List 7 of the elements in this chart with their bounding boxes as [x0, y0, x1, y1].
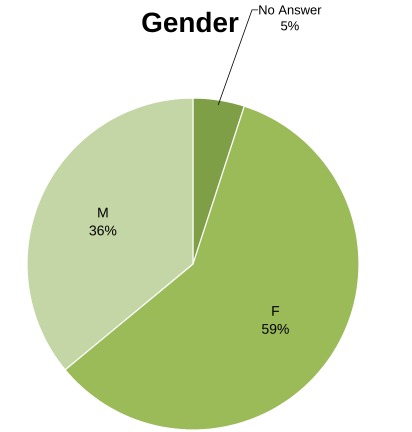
data-label: 59% — [262, 324, 289, 334]
slice-label: No Answer — [259, 5, 322, 14]
data-label: 5% — [281, 21, 299, 30]
data-label: 36% — [89, 226, 116, 236]
slice-label: M — [98, 208, 108, 218]
chart-title: Gender — [142, 12, 238, 32]
slice-label: F — [272, 306, 280, 316]
